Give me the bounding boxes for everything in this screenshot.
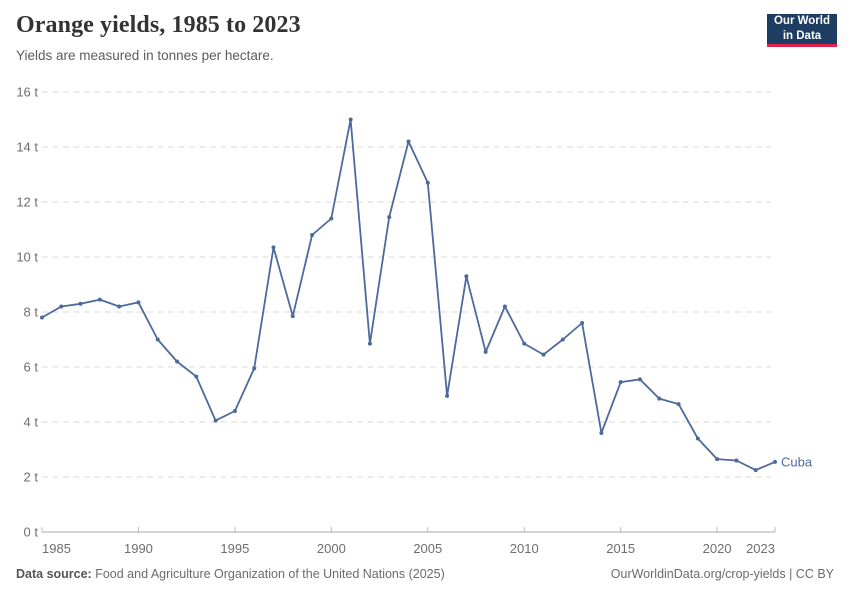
data-point[interactable]	[657, 396, 662, 401]
data-point[interactable]	[155, 337, 160, 342]
data-point[interactable]	[175, 359, 180, 364]
data-point[interactable]	[329, 216, 334, 221]
data-point[interactable]	[136, 300, 141, 305]
data-point[interactable]	[59, 304, 64, 309]
data-point[interactable]	[753, 468, 758, 473]
data-point[interactable]	[348, 117, 353, 122]
y-axis-tick-label: 4 t	[24, 415, 39, 430]
y-axis-tick-label: 16 t	[16, 85, 38, 100]
footer-credit-link[interactable]: OurWorldinData.org/crop-yields | CC BY	[610, 567, 834, 581]
y-axis-tick-label: 10 t	[16, 250, 38, 265]
data-point[interactable]	[117, 304, 122, 309]
series-label[interactable]: Cuba	[781, 454, 813, 469]
data-point[interactable]	[387, 215, 392, 220]
data-point[interactable]	[310, 233, 315, 237]
data-point[interactable]	[580, 321, 585, 325]
data-line[interactable]	[41, 118, 776, 472]
x-axis-tick-label: 2015	[606, 541, 635, 556]
data-point[interactable]	[522, 341, 527, 346]
x-axis-tick-label: 2020	[703, 541, 732, 556]
x-axis-tick-label: 1985	[42, 541, 71, 556]
data-point[interactable]	[271, 245, 276, 250]
y-axis-tick-label: 2 t	[24, 470, 39, 485]
y-axis-tick-label: 0 t	[24, 525, 39, 540]
data-point[interactable]	[194, 374, 199, 379]
data-point[interactable]	[406, 139, 411, 144]
y-axis-tick-label: 8 t	[24, 305, 39, 320]
owid-logo-line1: Our World	[773, 15, 830, 28]
data-point[interactable]	[560, 337, 565, 342]
y-axis-tick-label: 12 t	[16, 195, 38, 210]
page-title: Orange yields, 1985 to 2023	[16, 12, 301, 38]
data-point[interactable]	[483, 349, 488, 354]
data-point[interactable]	[78, 301, 83, 306]
data-point[interactable]	[773, 459, 777, 464]
x-axis-tick-label: 2010	[510, 541, 539, 556]
data-point[interactable]	[290, 314, 295, 319]
y-axis-tick-label: 6 t	[24, 360, 39, 375]
chart-subtitle: Yields are measured in tonnes per hectar…	[16, 48, 274, 63]
data-point[interactable]	[676, 402, 681, 407]
x-axis-tick-label: 1995	[220, 541, 249, 556]
chart-footer: Data source: Food and Agriculture Organi…	[0, 567, 850, 581]
data-source: Data source: Food and Agriculture Organi…	[16, 567, 445, 581]
data-point[interactable]	[695, 436, 700, 441]
data-point[interactable]	[97, 297, 102, 302]
data-point[interactable]	[464, 274, 469, 279]
data-point[interactable]	[425, 180, 430, 185]
data-point[interactable]	[715, 457, 720, 462]
data-point[interactable]	[252, 366, 257, 371]
data-point[interactable]	[734, 458, 739, 463]
data-point[interactable]	[213, 418, 218, 423]
owid-logo-line2: in Data	[782, 30, 822, 42]
x-axis-tick-label: 1990	[124, 541, 153, 556]
data-point[interactable]	[541, 352, 546, 357]
x-axis-tick-label: 2023	[746, 541, 775, 556]
data-point[interactable]	[502, 304, 507, 309]
data-source-label: Data source:	[16, 567, 92, 581]
data-point[interactable]	[445, 393, 450, 398]
data-point[interactable]	[40, 315, 44, 320]
data-point[interactable]	[637, 377, 642, 382]
data-point[interactable]	[232, 409, 237, 413]
data-point[interactable]	[367, 341, 372, 346]
x-axis-tick-label: 2000	[317, 541, 346, 556]
data-source-text: Food and Agriculture Organization of the…	[95, 567, 445, 581]
y-axis-tick-label: 14 t	[16, 140, 38, 155]
owid-logo[interactable]: Our World in Data	[767, 14, 837, 47]
data-point[interactable]	[618, 380, 623, 385]
x-axis-tick-label: 2005	[413, 541, 442, 556]
data-point[interactable]	[599, 431, 604, 435]
